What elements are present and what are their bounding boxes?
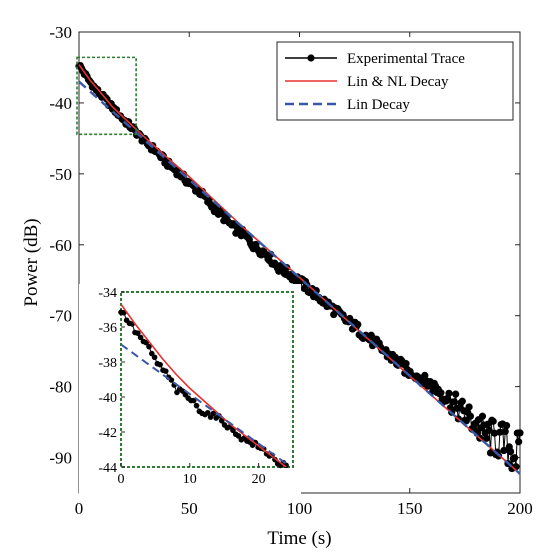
inset-y-tick-label: -44	[98, 461, 117, 476]
inset-y-tick-label: -42	[98, 426, 117, 441]
y-tick-label: -50	[49, 165, 72, 184]
legend-marker	[307, 54, 315, 62]
inset-y-tick-label: -40	[98, 391, 117, 406]
inset-x-tick-label: 0	[118, 472, 125, 487]
legend-label: Lin Decay	[347, 97, 410, 113]
inset-data-point-experimental-trace	[235, 433, 242, 439]
data-point-experimental-trace	[511, 454, 519, 462]
data-point-experimental-trace	[465, 403, 473, 411]
legend: Experimental Trace Lin & NL Decay Lin Deca…	[276, 41, 514, 121]
data-point-experimental-trace	[501, 427, 509, 436]
data-point-experimental-trace	[452, 390, 460, 398]
inset-x-tick-label: 20	[252, 472, 266, 487]
data-point-experimental-trace	[507, 447, 515, 456]
data-point-experimental-trace	[466, 412, 475, 420]
data-point-experimental-trace	[458, 397, 466, 405]
data-point-experimental-trace	[516, 429, 524, 437]
zoom-region-box	[76, 56, 137, 136]
data-point-experimental-trace	[515, 438, 523, 446]
x-tick-label: 100	[287, 499, 313, 518]
zoom-region-rect	[76, 56, 137, 136]
x-tick-label: 200	[507, 499, 533, 518]
data-point-experimental-trace	[500, 446, 508, 455]
inset-plot: 0 10 20 -34 -36 -38 -40 -42 -44	[79, 284, 301, 495]
inset-x-tick-label: 10	[183, 472, 197, 487]
data-point-experimental-trace	[482, 434, 491, 442]
x-axis-label: Time (s)	[267, 528, 331, 549]
data-point-experimental-trace	[402, 360, 410, 368]
inset-y-tick-label: -36	[98, 321, 117, 336]
data-point-experimental-trace	[445, 389, 453, 397]
legend-label: Experimental Trace	[347, 51, 465, 67]
y-tick-label: -80	[49, 378, 72, 397]
inset-frame	[120, 291, 294, 468]
inset-series-lin-nl-decay-line	[120, 303, 287, 468]
inset-data-point-experimental-trace	[146, 343, 152, 350]
data-point-experimental-trace	[354, 320, 362, 329]
inset-data-point-experimental-trace	[218, 417, 225, 424]
inset-data-point-experimental-trace	[162, 368, 169, 374]
data-point-experimental-trace	[489, 417, 497, 425]
data-point-experimental-trace	[485, 426, 493, 434]
inset-y-tick-label: -34	[98, 286, 117, 301]
series-lin-decay-line	[78, 80, 521, 475]
data-point-experimental-trace	[112, 105, 121, 114]
y-tick-label: -30	[49, 23, 72, 42]
inset-data-point-experimental-trace	[210, 410, 217, 417]
inset-data-point-experimental-trace	[157, 361, 163, 368]
inset-data-point-experimental-trace	[137, 334, 144, 341]
inset-data-point-experimental-trace	[230, 427, 236, 434]
data-point-experimental-trace	[496, 428, 504, 436]
x-tick-label: 150	[397, 499, 423, 518]
y-tick-label: -40	[49, 94, 72, 113]
inset-y-tick-label: -38	[98, 356, 117, 371]
series-lin-nl-decay-line	[78, 64, 521, 475]
y-tick-label: -60	[49, 236, 72, 255]
x-tick-label: 0	[75, 499, 84, 518]
legend-label: Lin & NL Decay	[347, 74, 449, 90]
inset-data-point-experimental-trace	[134, 330, 141, 336]
x-tick-label: 50	[181, 499, 198, 518]
inset-data-point-experimental-trace	[193, 402, 200, 409]
y-tick-label: -70	[49, 307, 72, 326]
inset-data-point-experimental-trace	[204, 409, 211, 416]
data-point-experimental-trace	[502, 421, 511, 430]
inset-data-point-experimental-trace	[143, 339, 149, 346]
inset-data-point-experimental-trace	[168, 377, 175, 383]
y-tick-label: -90	[49, 449, 72, 468]
data-point-experimental-trace	[478, 412, 487, 420]
data-point-experimental-trace	[450, 398, 458, 406]
inset-series-lin-decay-line	[120, 343, 287, 465]
y-axis-label: Power (dB)	[21, 218, 42, 306]
data-point-experimental-trace	[437, 389, 445, 397]
data-point-experimental-trace	[512, 463, 520, 471]
data-point-experimental-trace	[490, 429, 499, 437]
inset-data-point-experimental-trace	[151, 354, 158, 361]
